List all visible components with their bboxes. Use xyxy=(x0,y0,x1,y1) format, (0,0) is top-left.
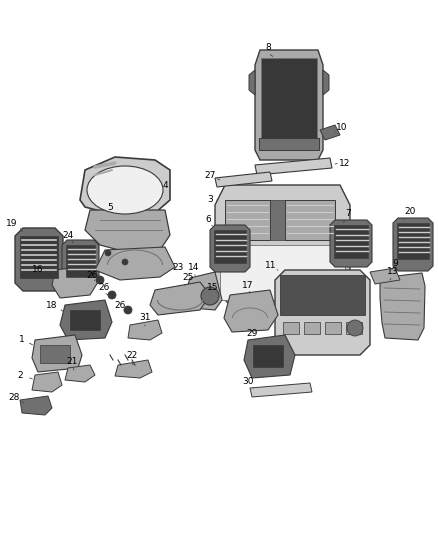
Text: 26: 26 xyxy=(98,284,110,293)
Polygon shape xyxy=(20,396,52,415)
Bar xyxy=(261,58,317,138)
Text: 15: 15 xyxy=(207,284,219,293)
Polygon shape xyxy=(224,290,278,332)
Ellipse shape xyxy=(108,291,116,299)
Polygon shape xyxy=(393,218,433,271)
Text: 14: 14 xyxy=(188,263,200,272)
Polygon shape xyxy=(62,240,99,285)
Bar xyxy=(214,230,246,263)
Polygon shape xyxy=(65,365,95,382)
Ellipse shape xyxy=(347,320,363,336)
Text: 9: 9 xyxy=(392,259,398,268)
Text: 21: 21 xyxy=(66,358,78,367)
Text: 30: 30 xyxy=(242,377,254,386)
Polygon shape xyxy=(370,268,400,284)
Bar xyxy=(283,322,299,334)
Ellipse shape xyxy=(87,166,163,214)
Polygon shape xyxy=(85,210,170,253)
Polygon shape xyxy=(225,200,270,240)
Polygon shape xyxy=(115,360,152,378)
Polygon shape xyxy=(52,265,98,298)
Bar xyxy=(397,223,429,259)
Text: 5: 5 xyxy=(107,204,113,213)
Bar xyxy=(253,345,283,367)
Polygon shape xyxy=(32,335,82,372)
Polygon shape xyxy=(330,220,372,267)
Polygon shape xyxy=(249,70,255,95)
Text: 19: 19 xyxy=(6,220,18,229)
Polygon shape xyxy=(323,70,329,95)
Polygon shape xyxy=(128,320,162,340)
Text: 1: 1 xyxy=(19,335,25,344)
Bar xyxy=(346,322,362,334)
Text: 23: 23 xyxy=(172,263,184,272)
Text: 26: 26 xyxy=(86,271,98,279)
Bar xyxy=(259,138,319,150)
Polygon shape xyxy=(60,300,112,340)
Text: 29: 29 xyxy=(246,328,258,337)
Polygon shape xyxy=(215,185,350,305)
Polygon shape xyxy=(80,157,170,215)
Text: 10: 10 xyxy=(336,124,348,133)
Text: 3: 3 xyxy=(207,196,213,205)
Bar xyxy=(40,345,70,363)
Polygon shape xyxy=(244,335,295,378)
Polygon shape xyxy=(32,372,62,392)
Polygon shape xyxy=(255,158,332,175)
Text: 2: 2 xyxy=(17,370,23,379)
Text: 20: 20 xyxy=(404,207,416,216)
Polygon shape xyxy=(380,273,425,340)
Text: 6: 6 xyxy=(205,215,211,224)
Text: 13: 13 xyxy=(387,268,399,277)
Text: 18: 18 xyxy=(46,301,58,310)
Text: 17: 17 xyxy=(242,280,254,289)
Polygon shape xyxy=(270,200,285,240)
Polygon shape xyxy=(185,272,222,310)
Polygon shape xyxy=(275,270,370,355)
Polygon shape xyxy=(320,125,340,140)
Bar xyxy=(334,225,368,258)
Bar xyxy=(280,275,365,315)
Text: 12: 12 xyxy=(339,158,351,167)
Bar xyxy=(70,310,100,330)
Text: 16: 16 xyxy=(32,265,44,274)
Ellipse shape xyxy=(96,276,104,284)
Polygon shape xyxy=(285,200,335,240)
Bar xyxy=(66,245,95,277)
Text: 24: 24 xyxy=(62,230,74,239)
Text: 11: 11 xyxy=(265,261,277,270)
Polygon shape xyxy=(255,50,323,160)
Ellipse shape xyxy=(105,250,111,256)
Polygon shape xyxy=(15,228,63,291)
Polygon shape xyxy=(150,282,210,315)
Bar xyxy=(325,322,341,334)
Text: 7: 7 xyxy=(345,209,351,219)
Text: 22: 22 xyxy=(127,351,138,359)
Ellipse shape xyxy=(124,306,132,314)
Text: 25: 25 xyxy=(182,273,194,282)
Text: 8: 8 xyxy=(265,44,271,52)
Polygon shape xyxy=(210,225,250,272)
Text: 4: 4 xyxy=(162,181,168,190)
Text: 26: 26 xyxy=(114,301,126,310)
Ellipse shape xyxy=(201,287,219,305)
Polygon shape xyxy=(250,383,312,397)
Ellipse shape xyxy=(122,259,128,265)
Polygon shape xyxy=(95,247,175,280)
Polygon shape xyxy=(220,245,345,300)
Bar xyxy=(304,322,320,334)
Polygon shape xyxy=(215,172,272,187)
Text: 31: 31 xyxy=(139,313,151,322)
Bar xyxy=(20,236,58,278)
Text: 28: 28 xyxy=(8,393,20,402)
Text: 27: 27 xyxy=(204,172,215,181)
